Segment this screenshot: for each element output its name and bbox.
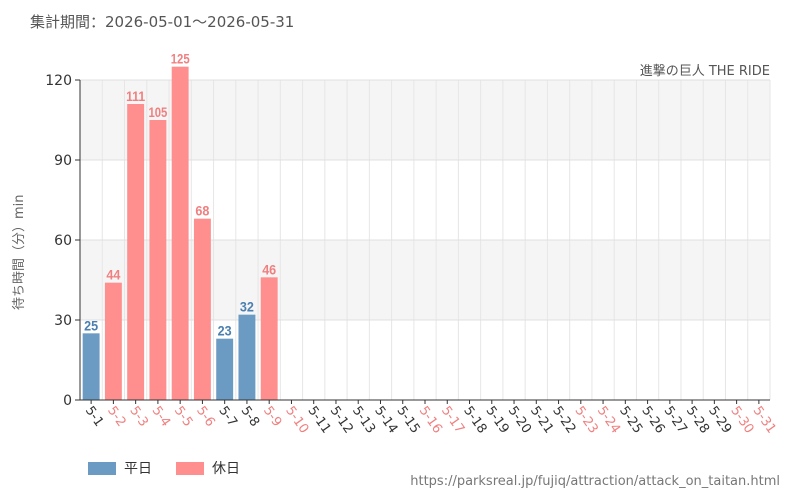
- grid-band: [80, 80, 770, 160]
- legend-swatch-holiday: [176, 461, 204, 475]
- x-tick-label: 5-19: [482, 404, 511, 437]
- bar: [193, 218, 211, 400]
- x-tick-label: 5-7: [215, 404, 239, 430]
- x-tick-label: 5-14: [371, 404, 400, 437]
- bar-chart: 03060901202544111105125682332465-15-25-3…: [45, 51, 779, 437]
- data-label: 46: [262, 261, 276, 277]
- x-tick-label: 5-26: [638, 404, 667, 437]
- bar: [238, 314, 256, 400]
- bar: [82, 333, 100, 400]
- y-tick-label: 60: [54, 233, 72, 249]
- legend-label-holiday: 休日: [212, 461, 240, 477]
- bar: [260, 277, 278, 400]
- x-tick-label: 5-21: [527, 404, 556, 437]
- period-label: 集計期間：2026-05-01～2026-05-31: [30, 13, 295, 31]
- x-tick-label: 5-29: [705, 404, 734, 437]
- x-tick-label: 5-20: [505, 404, 534, 437]
- data-label: 105: [148, 104, 167, 120]
- x-tick-label: 5-23: [572, 404, 601, 437]
- source-url: https://parksreal.jp/fujiq/attraction/at…: [410, 474, 780, 489]
- y-tick-label: 120: [45, 73, 72, 89]
- x-tick-label: 5-25: [616, 404, 645, 437]
- bar: [149, 120, 167, 400]
- x-tick-label: 5-2: [104, 404, 128, 430]
- data-label: 111: [126, 88, 145, 104]
- x-tick-label: 5-3: [126, 404, 150, 430]
- data-label: 25: [84, 317, 98, 333]
- x-tick-label: 5-11: [304, 404, 333, 437]
- x-tick-label: 5-4: [149, 404, 173, 430]
- x-tick-label: 5-5: [171, 404, 195, 430]
- data-label: 68: [195, 203, 209, 219]
- legend-item-holiday: 休日: [176, 458, 240, 478]
- data-label: 32: [240, 299, 254, 315]
- y-tick-label: 0: [63, 393, 72, 409]
- legend: 平日 休日: [88, 458, 240, 478]
- x-tick-label: 5-13: [349, 404, 378, 437]
- legend-item-weekday: 平日: [88, 458, 152, 478]
- x-tick-label: 5-17: [438, 404, 467, 437]
- bar: [127, 104, 145, 400]
- bar: [171, 66, 189, 401]
- data-label: 23: [218, 323, 232, 339]
- legend-label-weekday: 平日: [124, 461, 152, 477]
- x-tick-label: 5-12: [327, 404, 356, 437]
- x-tick-label: 5-18: [460, 404, 489, 437]
- data-label: 44: [106, 267, 120, 283]
- x-tick-label: 5-24: [594, 404, 623, 437]
- x-tick-label: 5-22: [549, 404, 578, 437]
- x-tick-label: 5-31: [750, 404, 779, 437]
- data-label: 125: [171, 51, 190, 67]
- x-tick-label: 5-1: [82, 404, 106, 430]
- bar: [216, 338, 234, 400]
- x-tick-label: 5-15: [393, 404, 422, 437]
- y-tick-label: 90: [54, 153, 72, 169]
- chart-subtitle: 進撃の巨人 THE RIDE: [639, 64, 770, 79]
- x-tick-label: 5-16: [416, 404, 445, 437]
- x-tick-label: 5-9: [260, 404, 284, 430]
- x-tick-label: 5-30: [727, 404, 756, 437]
- x-tick-label: 5-28: [683, 404, 712, 437]
- x-tick-label: 5-8: [238, 404, 262, 430]
- x-tick-label: 5-27: [661, 404, 690, 437]
- x-tick-label: 5-10: [282, 404, 311, 437]
- bar: [104, 282, 122, 400]
- x-tick-label: 5-6: [193, 404, 217, 430]
- legend-swatch-weekday: [88, 461, 116, 475]
- y-tick-label: 30: [54, 313, 72, 329]
